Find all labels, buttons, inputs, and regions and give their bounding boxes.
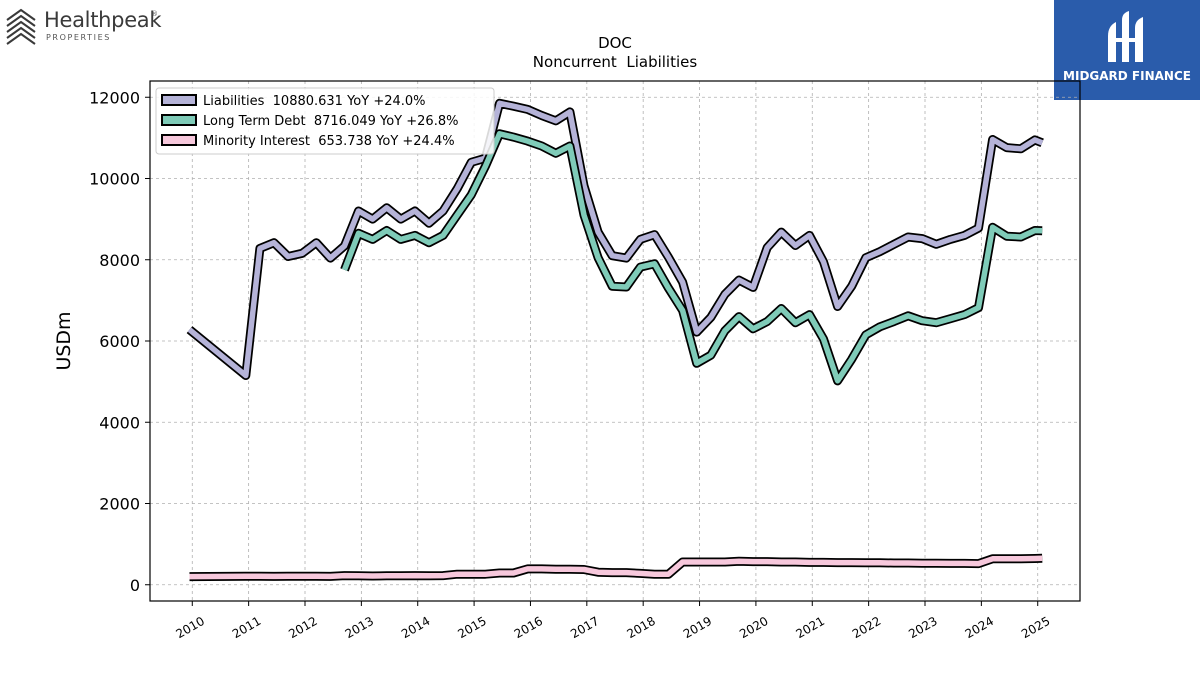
legend-entry-long-term-debt: Long Term Debt 8716.049 YoY +26.8% — [161, 114, 458, 129]
x-tick-label: 2014 — [399, 614, 432, 641]
midgard-mark-icon — [1108, 11, 1143, 62]
legend-entry-liabilities: Liabilities 10880.631 YoY +24.0% — [161, 94, 426, 109]
x-tick-label: 2016 — [512, 614, 545, 641]
x-tick-label: 2010 — [174, 614, 207, 641]
series-lines — [186, 98, 1044, 582]
y-tick-label: 0 — [130, 576, 140, 595]
x-tick-label: 2021 — [794, 614, 827, 641]
x-tick-label: 2019 — [681, 614, 714, 641]
x-tick-label: 2011 — [230, 614, 263, 641]
y-tick-label: 6000 — [99, 332, 140, 351]
healthpeak-mark-icon — [6, 8, 36, 45]
x-tick-label: 2015 — [455, 614, 488, 641]
chart-subtitle: Noncurrent Liabilities — [533, 53, 698, 71]
x-axis: 2010 2011 2012 2013 2014 2015 2016 2017 2018 2019… — [174, 601, 1052, 641]
y-axis: 0 2000 4000 6000 8000 10000 12000 — [89, 88, 150, 595]
y-axis-label: USDm — [53, 311, 75, 370]
x-tick-label: 2025 — [1019, 614, 1052, 641]
y-tick-label: 10000 — [89, 170, 140, 189]
registered-mark: ® — [151, 10, 158, 18]
legend-label: Minority Interest 653.738 YoY +24.4% — [203, 134, 455, 149]
legend-swatch — [161, 114, 197, 126]
series-line — [189, 555, 1043, 580]
legend-label: Liabilities 10880.631 YoY +24.0% — [203, 94, 426, 109]
series-liabilities — [186, 98, 1044, 380]
legend-entry-minority-interest: Minority Interest 653.738 YoY +24.4% — [161, 134, 455, 149]
x-tick-label: 2023 — [906, 614, 939, 641]
y-tick-label: 8000 — [99, 251, 140, 270]
x-tick-label: 2017 — [568, 614, 601, 641]
y-tick-label: 2000 — [99, 495, 140, 514]
healthpeak-name: Healthpeak — [44, 8, 162, 32]
grid — [150, 81, 1080, 601]
x-tick-label: 2022 — [850, 614, 883, 641]
series-long-term-debt — [340, 129, 1043, 386]
midgard-finance-logo: MIDGARD FINANCE — [1054, 0, 1200, 100]
healthpeak-logo: Healthpeak ® PROPERTIES — [4, 6, 164, 46]
x-tick-label: 2012 — [286, 614, 319, 641]
midgard-finance-name: MIDGARD FINANCE — [1063, 69, 1191, 83]
legend-swatch — [161, 94, 197, 106]
chart-title: DOC — [598, 34, 632, 52]
healthpeak-subtitle: PROPERTIES — [46, 33, 111, 42]
x-tick-label: 2013 — [343, 614, 376, 641]
legend-swatch — [161, 134, 197, 146]
x-tick-label: 2024 — [963, 614, 996, 641]
legend: Liabilities 10880.631 YoY +24.0% Long Ter… — [155, 87, 495, 155]
series-line — [187, 100, 1044, 379]
y-tick-label: 4000 — [99, 413, 140, 432]
series-minority-interest — [189, 553, 1043, 582]
legend-box — [155, 87, 495, 155]
y-tick-label: 12000 — [89, 88, 140, 107]
x-tick-label: 2020 — [737, 614, 770, 641]
series-line — [341, 131, 1043, 384]
x-tick-label: 2018 — [624, 614, 657, 641]
legend-label: Long Term Debt 8716.049 YoY +26.8% — [203, 114, 458, 129]
